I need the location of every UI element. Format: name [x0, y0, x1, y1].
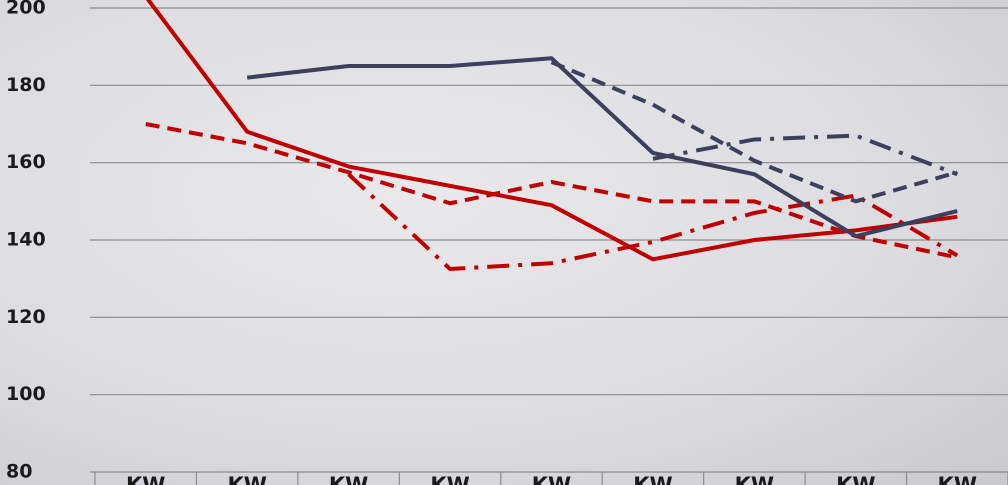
x-tick-label: KW: [836, 473, 875, 485]
x-tick-label: KW: [329, 473, 368, 485]
series-line: [347, 172, 959, 271]
series-line: [145, 122, 958, 260]
series-line: [652, 133, 958, 177]
y-tick-label: 120: [6, 306, 46, 328]
y-tick-label: 80: [6, 461, 32, 483]
x-tick-label: KW: [532, 473, 571, 485]
x-tick-label: KW: [735, 473, 774, 485]
y-tick-label: 100: [6, 383, 46, 405]
y-tick-label: 200: [6, 0, 46, 19]
x-tick-label: KW: [126, 473, 165, 485]
x-tick-label: KW: [430, 473, 469, 485]
x-tick-label: KW: [633, 473, 672, 485]
y-tick-label: 140: [6, 229, 46, 251]
series-line: [246, 56, 958, 239]
y-tick-label: 160: [6, 151, 46, 173]
y-tick-label: 180: [6, 74, 46, 96]
series-line: [145, 0, 958, 262]
x-tick-label: KW: [938, 473, 977, 485]
x-tick-label: KW: [227, 473, 266, 485]
series-line: [550, 60, 958, 204]
